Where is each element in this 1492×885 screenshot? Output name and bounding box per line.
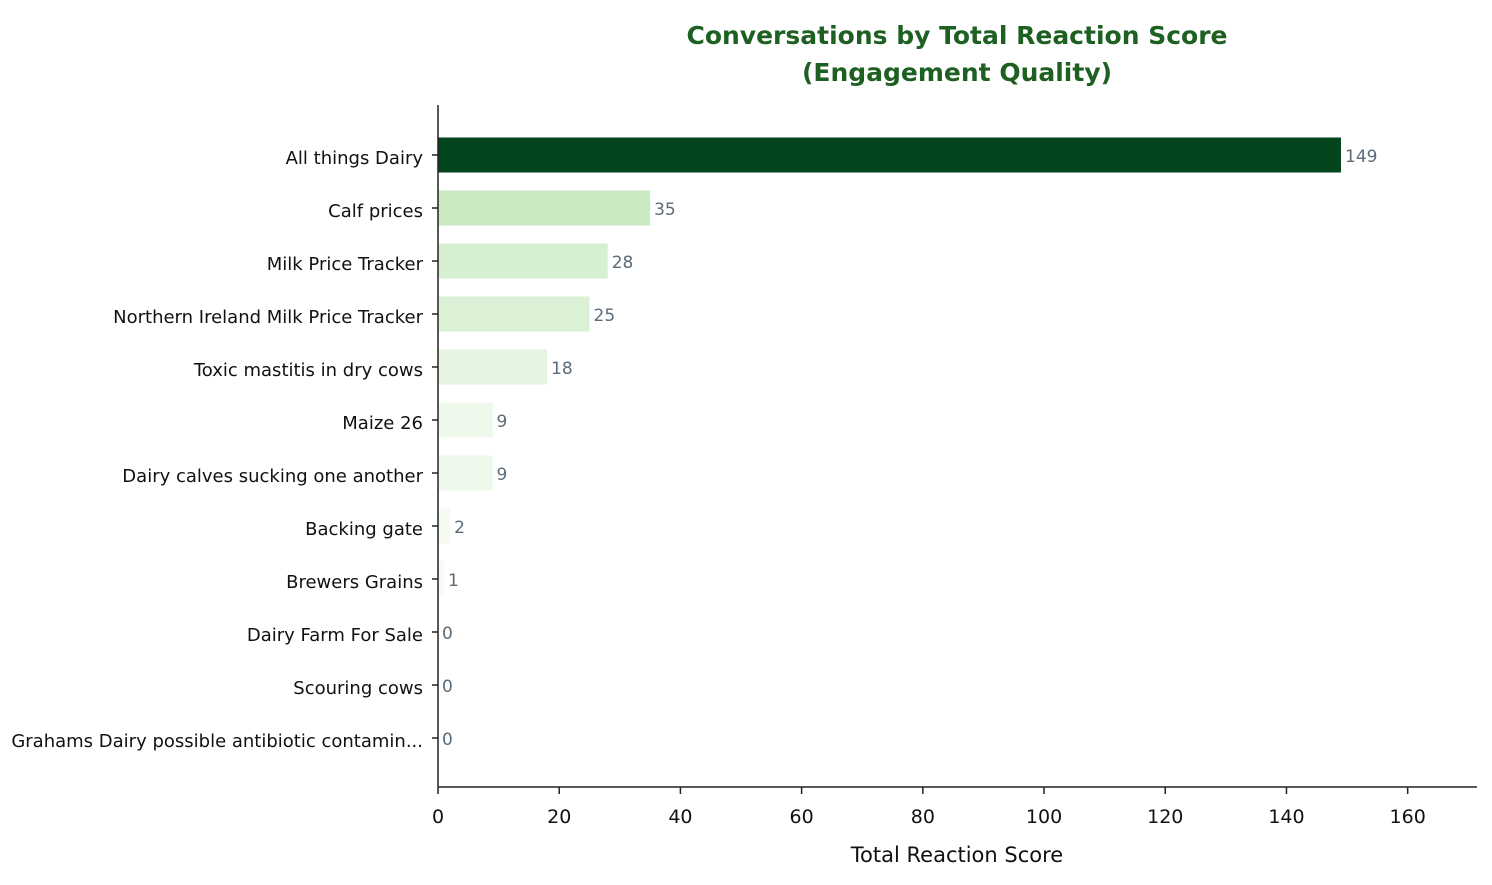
category-labels: All things Dairy Calf prices Milk Price Tr… (11, 148, 438, 752)
x-tick-label: 40 (668, 806, 692, 828)
x-axis-ticks: 0 20 40 60 80 100 120 140 160 (432, 787, 1426, 828)
bar (438, 508, 451, 544)
chart-title-line: (Engagement Quality) (802, 58, 1112, 87)
bar (438, 349, 548, 385)
value-label: 149 (1345, 147, 1377, 167)
value-label: 2 (454, 518, 465, 538)
category-label: Brewers Grains (286, 572, 423, 593)
bar (438, 455, 493, 491)
category-label: Dairy Farm For Sale (247, 625, 423, 646)
bar (438, 137, 1341, 173)
value-label: 9 (497, 465, 508, 485)
category-label: Scouring cows (293, 678, 423, 699)
bar (438, 561, 445, 597)
category-label: Toxic mastitis in dry cows (193, 360, 423, 381)
x-axis-title: Total Reaction Score (850, 843, 1063, 867)
x-tick-label: 160 (1390, 806, 1426, 828)
x-tick-label: 0 (432, 806, 444, 828)
category-label: All things Dairy (286, 148, 424, 169)
value-labels: 149 35 28 25 18 9 9 2 1 0 0 0 (442, 147, 1377, 750)
chart-title-line: Conversations by Total Reaction Score (686, 21, 1227, 50)
value-label: 25 (594, 306, 616, 326)
x-tick-label: 20 (547, 806, 571, 828)
bar (438, 296, 590, 332)
x-tick-label: 80 (911, 806, 935, 828)
category-label: Backing gate (305, 519, 423, 540)
x-tick-label: 100 (1026, 806, 1062, 828)
category-label: Northern Ireland Milk Price Tracker (113, 307, 423, 328)
category-label: Calf prices (328, 201, 423, 222)
value-label: 35 (654, 200, 676, 220)
bar (438, 190, 651, 226)
value-label: 0 (442, 677, 453, 697)
bar (438, 243, 608, 279)
bars-group (438, 137, 1341, 597)
bar (438, 402, 493, 438)
chart-title: Conversations by Total Reaction Score (En… (686, 21, 1227, 87)
x-tick-label: 60 (790, 806, 814, 828)
category-label: Milk Price Tracker (267, 254, 424, 275)
value-label: 0 (442, 730, 453, 750)
category-label: Maize 26 (342, 413, 423, 434)
category-label: Dairy calves sucking one another (122, 466, 423, 487)
x-tick-label: 120 (1147, 806, 1183, 828)
value-label: 28 (612, 253, 634, 273)
value-label: 18 (551, 359, 573, 379)
x-tick-label: 140 (1268, 806, 1304, 828)
value-label: 1 (448, 571, 459, 591)
value-label: 9 (497, 412, 508, 432)
category-label: Grahams Dairy possible antibiotic contam… (11, 731, 423, 752)
value-label: 0 (442, 624, 453, 644)
